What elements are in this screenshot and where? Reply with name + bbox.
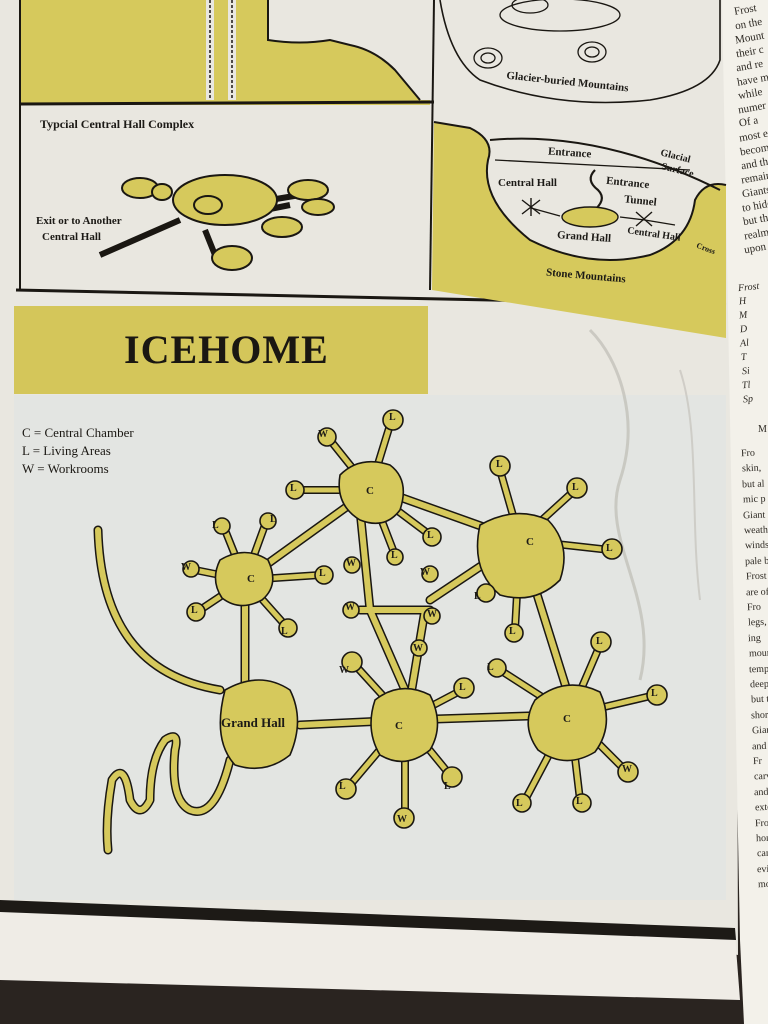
living-area-l: L — [509, 626, 516, 637]
page-title: ICEHOME — [124, 327, 329, 372]
living-area-l: L — [191, 605, 198, 616]
right-column-word: Fro — [740, 447, 756, 460]
chamber-c-5: C — [563, 713, 571, 725]
right-column-word: Fros — [755, 817, 768, 829]
legend-w: W = Workrooms — [22, 461, 109, 476]
workroom-w: W — [427, 609, 437, 620]
complex-exit-label: Exit or to Another — [36, 215, 122, 227]
right-column-word: Giant — [743, 509, 766, 521]
right-column-word: H — [738, 295, 747, 308]
right-column-word: Fro — [746, 601, 762, 614]
living-area-l: L — [651, 688, 658, 699]
right-column-word: Frost — [737, 280, 760, 295]
living-area-l: L — [606, 543, 613, 554]
right-column-word: Gian — [751, 724, 768, 737]
living-area-l: L — [339, 781, 346, 792]
right-column-word: skin, — [741, 463, 761, 475]
complex-exit-label-2: Central Hall — [42, 231, 101, 243]
living-area-l: L — [459, 682, 466, 693]
right-column-word: Fr — [752, 755, 763, 768]
right-column-word: mol — [757, 878, 768, 891]
living-area-l: L — [319, 568, 326, 579]
workroom-w: W — [345, 602, 355, 613]
title-banner: ICEHOME — [14, 306, 428, 394]
right-column-word: Sp — [742, 393, 754, 406]
right-column-word: evid — [757, 863, 768, 876]
chamber-c-1: C — [366, 485, 374, 497]
living-area-l: L — [427, 530, 434, 541]
map-legend: C = Central Chamber L = Living Areas W =… — [22, 424, 134, 478]
living-area-l: L — [474, 591, 481, 602]
right-column-word: T — [740, 351, 748, 364]
workroom-w: W — [346, 558, 356, 569]
right-column-word: temp — [749, 663, 768, 675]
living-area-l: L — [444, 781, 451, 792]
right-column-word: winds — [744, 539, 768, 552]
right-column-word: Tl — [741, 379, 752, 392]
right-column-word: short — [751, 709, 768, 722]
living-area-l: L — [496, 459, 503, 470]
living-area-l: L — [212, 520, 219, 531]
living-area-l: L — [576, 796, 583, 807]
right-column-word: but al — [742, 478, 765, 491]
workroom-w: W — [413, 643, 423, 654]
right-column-word: Si — [741, 365, 750, 378]
living-area-l: L — [487, 662, 494, 673]
legend-l: L = Living Areas — [22, 443, 111, 458]
workroom-w: W — [318, 429, 328, 440]
living-area-l: L — [572, 482, 579, 493]
living-area-l: L — [516, 798, 523, 809]
chamber-c-3: C — [526, 536, 534, 548]
right-column-word: moun — [748, 647, 768, 660]
grand-hall-label: Grand Hall — [221, 715, 285, 730]
right-column-word: hom — [755, 832, 768, 845]
right-column-word: carv — [756, 848, 768, 860]
living-area-l: L — [596, 636, 603, 647]
stone-central-hall-label: Central Hall — [498, 177, 557, 189]
right-column-word: mic p — [742, 493, 766, 506]
living-area-l: L — [270, 514, 277, 525]
right-column-word: Frost — [745, 570, 767, 583]
right-column-word: deep — [749, 678, 768, 691]
workroom-w: W — [181, 562, 191, 573]
right-column-word: M — [738, 309, 749, 322]
right-column-word: legs, — [747, 617, 767, 629]
workroom-w: W — [397, 814, 407, 825]
right-column-word: exter — [754, 801, 768, 814]
legend-c: C = Central Chamber — [22, 425, 134, 440]
right-column-word: and — [753, 786, 768, 799]
right-column-word: but t — [750, 694, 768, 706]
workroom-w: W — [339, 665, 349, 676]
right-column-word: ing — [747, 632, 762, 645]
right-column-word: pale b — [745, 555, 768, 568]
chamber-c-4: C — [395, 720, 403, 732]
workroom-w: W — [622, 764, 632, 775]
chamber-c-2: C — [247, 573, 255, 585]
right-column-word: D — [739, 323, 748, 336]
right-column-word: and l — [752, 740, 768, 752]
living-area-l: L — [389, 412, 396, 423]
right-column-word: weath — [743, 524, 768, 537]
living-area-l: L — [391, 550, 398, 561]
right-column-word: Al — [739, 337, 750, 350]
living-area-l: L — [281, 626, 288, 637]
right-column-word: M — [758, 424, 767, 435]
complex-title: Typcial Central Hall Complex — [40, 117, 195, 131]
living-area-l: L — [290, 483, 297, 494]
right-column-word: carve — [753, 771, 768, 783]
workroom-w: W — [420, 567, 430, 578]
right-column-word: are of — [746, 586, 768, 598]
